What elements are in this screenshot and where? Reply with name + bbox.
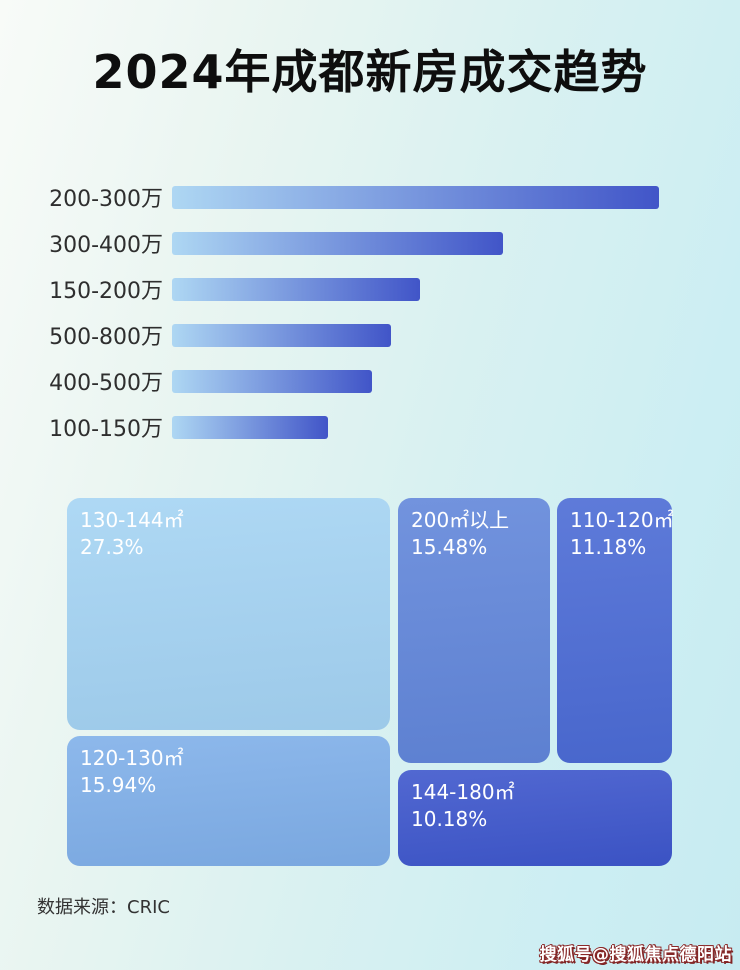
bar-row: 500-800万 [0,312,740,358]
tile-value: 10.18% [411,807,488,831]
tile-value: 15.94% [80,773,157,797]
treemap-tile: 130-144㎡ 27.3% [67,498,390,730]
bar-category-label: 400-500万 [49,371,163,396]
bar [172,277,420,301]
treemap-tile: 144-180㎡ 10.18% [398,770,672,866]
area-share-treemap: 130-144㎡ 27.3% 200㎡以上 15.48% 110-120㎡ 11… [67,498,674,866]
tile-label: 130-144㎡ [80,508,184,532]
bar-row: 150-200万 [0,266,740,312]
bar-category-label: 500-800万 [49,325,163,350]
watermark: 搜狐号@搜狐焦点德阳站 [539,945,732,965]
tile-value: 11.18% [570,535,647,559]
bar-category-label: 150-200万 [49,279,163,304]
tile-label: 200㎡以上 [411,508,510,532]
tile-value: 27.3% [80,535,144,559]
bar-row: 200-300万 [0,174,740,220]
bar [172,323,391,347]
treemap-tile: 200㎡以上 15.48% [398,498,550,763]
tile-label: 120-130㎡ [80,746,184,770]
bar [172,231,503,255]
tile-value: 15.48% [411,535,488,559]
bar-category-label: 200-300万 [49,187,163,212]
tile-label: 110-120㎡ [570,508,674,532]
bar-category-label: 100-150万 [49,417,163,442]
treemap-tile: 110-120㎡ 11.18% [557,498,674,763]
bar-row: 300-400万 [0,220,740,266]
bar-row: 100-150万 [0,404,740,450]
bar [172,185,659,209]
treemap-tile: 120-130㎡ 15.94% [67,736,390,866]
bar-category-label: 300-400万 [49,233,163,258]
bar [172,415,328,439]
page-title: 2024年成都新房成交趋势 [92,45,648,99]
bar-row: 400-500万 [0,358,740,404]
bar [172,369,372,393]
tile-label: 144-180㎡ [411,780,515,804]
data-source: 数据来源：CRIC [37,897,170,918]
price-range-bar-chart: 200-300万 300-400万 150-200万 500-800万 400-… [0,174,740,450]
